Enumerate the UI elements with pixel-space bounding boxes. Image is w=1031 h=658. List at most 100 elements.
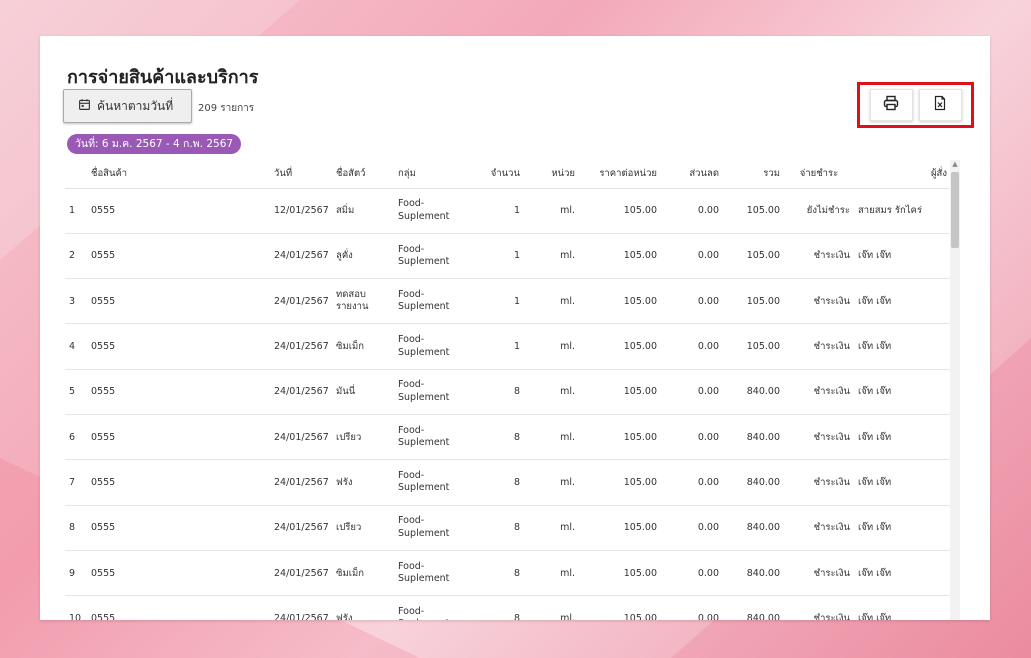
export-toolbar — [857, 82, 974, 128]
column-header[interactable]: ส่วนลด — [661, 160, 723, 189]
scroll-thumb[interactable] — [951, 172, 959, 248]
table-row[interactable]: 9 0555 24/01/2567 ซิมเม็ก Food- Suplement 8 ml.… — [65, 550, 951, 597]
table-cell: ml. — [524, 369, 579, 415]
table-cell: Food-Suplement — [394, 323, 474, 370]
export-excel-button[interactable] — [918, 89, 962, 121]
table-row[interactable]: 5 0555 24/01/2567 มันนี่ Food- Suplement 8 ml. 1… — [65, 369, 951, 415]
column-header[interactable]: ผู้สั่ง — [854, 160, 951, 189]
calendar-icon — [78, 98, 91, 114]
table-cell: 1 — [474, 323, 524, 370]
table-cell: 840.00 — [723, 414, 784, 461]
table-cell: 0555 — [87, 323, 270, 370]
table-cell: 105.00 — [723, 233, 784, 280]
column-header[interactable]: จ่ายชำระ — [784, 160, 854, 189]
table-cell: เจ๊ท เจ๊ท — [854, 595, 951, 620]
column-header[interactable]: ราคาต่อหน่วย — [579, 160, 661, 189]
table-cell: เจ๊ท เจ๊ท — [854, 323, 951, 370]
table-cell: 1 — [474, 233, 524, 280]
search-by-date-label: ค้นหาตามวันที่ — [97, 98, 174, 113]
table-cell: 24/01/2567 — [270, 459, 332, 506]
table-cell: 0.00 — [661, 550, 723, 597]
table-cell: 105.00 — [579, 369, 661, 415]
table-cell: 0.00 — [661, 459, 723, 506]
table-cell: 0.00 — [661, 505, 723, 551]
table-cell: ml. — [524, 505, 579, 551]
column-header[interactable]: หน่วย — [524, 160, 579, 189]
table-cell: Food-Suplement — [394, 233, 474, 280]
table-cell: 105.00 — [579, 595, 661, 620]
scroll-up-icon[interactable]: ▲ — [952, 160, 958, 168]
print-button[interactable] — [869, 89, 913, 121]
table-cell: 24/01/2567 — [270, 278, 332, 325]
table-scrollbar[interactable]: ▲ — [950, 160, 960, 620]
table-cell: 0.00 — [661, 369, 723, 415]
table-cell: เจ๊ท เจ๊ท — [854, 369, 951, 415]
printer-icon — [883, 95, 899, 115]
table-row[interactable]: 7 0555 24/01/2567 ฟรัง Food- Suplement 8 ml. 105… — [65, 459, 951, 506]
table-row[interactable]: 6 0555 24/01/2567 เปรียว Food- Suplement 8 ml. 1… — [65, 414, 951, 461]
table-cell: ml. — [524, 188, 579, 234]
table-cell: ทดสอบ รายงาน — [332, 278, 394, 325]
table-cell: เจ๊ท เจ๊ท — [854, 550, 951, 597]
table-cell: 1 — [474, 278, 524, 325]
table-cell: ml. — [524, 595, 579, 620]
table-row[interactable]: 4 0555 24/01/2567 ซิมเม็ก Food- Suplement 1 ml.… — [65, 323, 951, 370]
search-by-date-button[interactable]: ค้นหาตามวันที่ — [63, 89, 192, 123]
column-header[interactable]: ชื่อสัตว์ — [332, 160, 394, 189]
excel-file-icon — [932, 95, 948, 115]
table-cell: 105.00 — [579, 278, 661, 325]
table-cell: 840.00 — [723, 369, 784, 415]
table-cell: ชำระเงิน — [784, 414, 854, 461]
table-cell: Food-Suplement — [394, 188, 474, 234]
table-cell: 9 — [65, 550, 87, 597]
table-cell: ชำระเงิน — [784, 550, 854, 597]
table-cell: ยังไม่ชำระ — [784, 188, 854, 234]
table-row[interactable]: 8 0555 24/01/2567 เปรียว Food- Suplement 8 ml. 1… — [65, 505, 951, 551]
table-cell: 8 — [474, 414, 524, 461]
table-cell: ชำระเงิน — [784, 505, 854, 551]
column-header[interactable]: จำนวน — [474, 160, 524, 189]
table-cell: เจ๊ท เจ๊ท — [854, 459, 951, 506]
column-header[interactable]: รวม — [723, 160, 784, 189]
table-cell: 840.00 — [723, 459, 784, 506]
table-cell: ซิมเม็ก — [332, 550, 394, 597]
table-cell: ชำระเงิน — [784, 459, 854, 506]
table-row[interactable]: 1 0555 12/01/2567 สมิ่ม Food- Suplement 1 ml. 10… — [65, 188, 951, 234]
table-cell: ml. — [524, 414, 579, 461]
table-header-row: ชื่อสินค้า วันที่ ชื่อสัตว์ กลุ่ม จำนวน หน่วย… — [65, 160, 951, 189]
table-cell: ml. — [524, 278, 579, 325]
table-cell: มันนี่ — [332, 369, 394, 415]
table-cell: เจ๊ท เจ๊ท — [854, 505, 951, 551]
table-cell: 0.00 — [661, 278, 723, 325]
column-header[interactable]: วันที่ — [270, 160, 332, 189]
table-cell: 0.00 — [661, 595, 723, 620]
table-cell: 105.00 — [723, 188, 784, 234]
table-cell: ชำระเงิน — [784, 278, 854, 325]
table-cell: 1 — [474, 188, 524, 234]
column-header[interactable] — [65, 160, 87, 189]
table-cell: 840.00 — [723, 595, 784, 620]
table-cell: 105.00 — [579, 550, 661, 597]
date-range-chip: วันที่: 6 ม.ค. 2567 - 4 ก.พ. 2567 — [67, 134, 242, 154]
table-row[interactable]: 3 0555 24/01/2567 ทดสอบ รายงาน Food- Suplement… — [65, 278, 951, 325]
column-header[interactable]: ชื่อสินค้า — [87, 160, 270, 189]
table-cell: 3 — [65, 278, 87, 325]
table-cell: 0555 — [87, 414, 270, 461]
table-cell: 105.00 — [579, 188, 661, 234]
table-cell: 0555 — [87, 505, 270, 551]
table-body: 1 0555 12/01/2567 สมิ่ม Food- Suplement 1 ml. 10… — [65, 188, 951, 620]
table-cell: ลูคั่ง — [332, 233, 394, 280]
table-row[interactable]: 10055524/01/2567ฟรังFood-Suplement8ml.10… — [65, 595, 951, 620]
table-cell: เจ๊ท เจ๊ท — [854, 233, 951, 280]
table-cell: ฟรัง — [332, 595, 394, 620]
table-cell: 7 — [65, 459, 87, 506]
table-row[interactable]: 2 0555 24/01/2567 ลูคั่ง Food- Suplement 1 ml. 1… — [65, 233, 951, 280]
table-cell: 8 — [65, 505, 87, 551]
page-title: การจ่ายสินค้าและบริการ — [67, 67, 259, 88]
table-cell: 6 — [65, 414, 87, 461]
column-header[interactable]: กลุ่ม — [394, 160, 474, 189]
table-cell: 0.00 — [661, 323, 723, 370]
table-cell: เจ๊ท เจ๊ท — [854, 414, 951, 461]
table-cell: 2 — [65, 233, 87, 280]
table-cell: 105.00 — [579, 233, 661, 280]
